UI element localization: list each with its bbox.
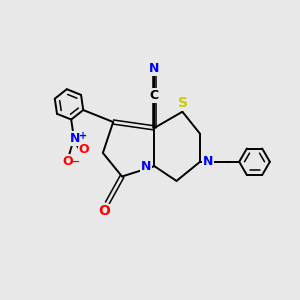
Text: O: O bbox=[78, 143, 89, 156]
Text: N: N bbox=[141, 160, 152, 173]
Text: N: N bbox=[70, 132, 81, 145]
Text: +: + bbox=[79, 131, 87, 141]
Text: O: O bbox=[98, 204, 110, 218]
Text: −: − bbox=[71, 157, 80, 167]
Text: S: S bbox=[178, 97, 188, 110]
Text: C: C bbox=[150, 89, 159, 102]
Text: O: O bbox=[62, 155, 73, 168]
Text: N: N bbox=[203, 155, 214, 168]
Text: N: N bbox=[149, 62, 160, 75]
